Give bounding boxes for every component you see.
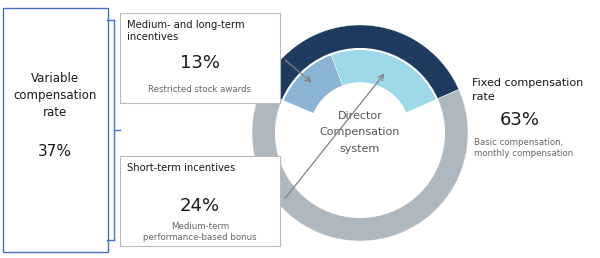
Polygon shape [252, 90, 468, 241]
Text: Compensation: Compensation [320, 127, 400, 137]
Text: system: system [340, 144, 380, 155]
Text: Medium- and long-term
incentives: Medium- and long-term incentives [127, 20, 245, 42]
FancyBboxPatch shape [120, 13, 280, 103]
Text: Fixed compensation
rate: Fixed compensation rate [472, 78, 583, 102]
Text: Director: Director [338, 110, 382, 120]
Text: 37%: 37% [38, 143, 72, 158]
Polygon shape [331, 49, 437, 113]
Text: Basic compensation,
monthly compensation: Basic compensation, monthly compensation [474, 138, 573, 158]
Text: 63%: 63% [500, 111, 540, 129]
Text: Variable
compensation
rate: Variable compensation rate [13, 72, 97, 119]
Polygon shape [283, 54, 343, 114]
Text: Medium-term
performance-based bonus: Medium-term performance-based bonus [143, 222, 257, 242]
Text: 24%: 24% [180, 197, 220, 215]
Circle shape [310, 83, 410, 183]
Text: Restricted stock awards: Restricted stock awards [149, 85, 251, 94]
Text: 13%: 13% [180, 54, 220, 72]
Text: Short-term incentives: Short-term incentives [127, 163, 235, 173]
Polygon shape [260, 25, 459, 100]
FancyBboxPatch shape [120, 156, 280, 246]
